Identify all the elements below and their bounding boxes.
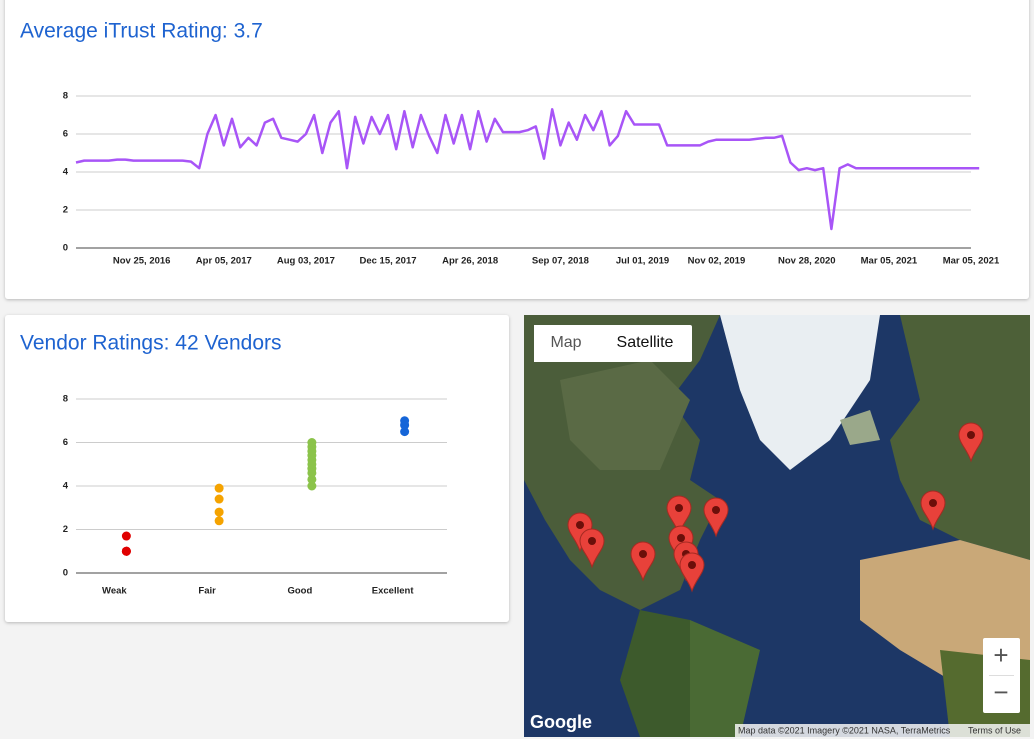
marker-pin[interactable]: [920, 490, 946, 531]
attribution-bar: [735, 724, 1030, 737]
vendor-point: [121, 546, 131, 556]
vendor-point: [400, 416, 410, 426]
marker-dot: [677, 534, 685, 542]
vendor-point: [121, 531, 131, 541]
marker-dot: [712, 506, 720, 514]
marker-dot: [576, 521, 584, 529]
canada: [560, 360, 690, 470]
marker-dot: [967, 431, 975, 439]
satellite-button-label[interactable]: Satellite: [617, 334, 674, 351]
zoom-in[interactable]: +: [993, 640, 1008, 670]
x-tick-label: Mar 05, 2021: [943, 256, 1000, 267]
y-tick-label: 6: [63, 129, 68, 140]
markers: [567, 422, 984, 593]
marker-dot: [688, 561, 696, 569]
y-tick-label: 2: [63, 205, 68, 216]
x-tick-label: Nov 02, 2019: [688, 256, 746, 267]
y-tick-label: 4: [63, 167, 69, 178]
x-tick-label: Excellent: [372, 586, 415, 597]
vendor-point: [214, 483, 224, 493]
map-button-label[interactable]: Map: [550, 334, 581, 351]
x-tick-label: Aug 03, 2017: [277, 256, 335, 267]
x-tick-label: Fair: [198, 586, 216, 597]
vendor-point: [307, 474, 317, 484]
south-america: [620, 610, 700, 737]
vendor-title: Vendor Ratings: 42 Vendors: [20, 332, 282, 355]
x-tick-label: Sep 07, 2018: [532, 256, 589, 267]
marker-dot: [639, 550, 647, 558]
x-tick-label: Apr 05, 2017: [196, 256, 252, 267]
y-tick-label: 8: [63, 91, 68, 102]
marker-pin[interactable]: [958, 422, 984, 463]
vendor-point: [214, 516, 224, 526]
south-america-east: [690, 620, 760, 737]
map[interactable]: Map Satellite + − Google Map data ©2021 …: [524, 315, 1030, 737]
map-button[interactable]: [534, 325, 599, 362]
vendor-point: [214, 507, 224, 517]
marker-dot: [929, 499, 937, 507]
y-tick-label: 6: [63, 437, 68, 448]
greenland: [720, 315, 880, 470]
vendor-point: [307, 438, 317, 447]
google-logo: Google: [530, 712, 592, 732]
y-tick-label: 0: [63, 568, 68, 579]
x-tick-label: Jul 01, 2019: [616, 256, 669, 267]
x-tick-label: Nov 25, 2016: [113, 256, 171, 267]
rating-title: Average iTrust Rating: 3.7: [20, 20, 263, 43]
marker-dot: [675, 504, 683, 512]
x-tick-label: Apr 26, 2018: [442, 256, 498, 267]
rating-card: [5, 0, 1029, 299]
x-tick-label: Nov 28, 2020: [778, 256, 836, 267]
vendor-point: [307, 481, 317, 491]
terms[interactable]: Terms of Use: [968, 725, 1021, 735]
rating-chart: 0 2 4 6 8 Nov 25, 2016 Apr 05, 2017 Aug 03, 201…: [63, 91, 1000, 267]
y-tick-label: 0: [63, 243, 68, 254]
attribution: Map data ©2021 Imagery ©2021 NASA, Terra…: [738, 725, 951, 735]
vendor-point: [400, 427, 410, 437]
rating-line: [75, 108, 980, 231]
marker-pin[interactable]: [666, 495, 692, 536]
marker-pin[interactable]: [679, 552, 705, 593]
marker-dot: [588, 537, 596, 545]
y-tick-label: 2: [63, 524, 68, 535]
zoom-out[interactable]: −: [993, 677, 1008, 707]
iceland: [840, 410, 880, 445]
marker-pin[interactable]: [703, 497, 729, 538]
marker-pin[interactable]: [579, 528, 605, 569]
vendor-chart: 0 2 4 6 8 Weak Fair Good Excellent: [63, 394, 447, 597]
x-tick-label: Weak: [102, 586, 127, 597]
x-tick-label: Mar 05, 2021: [861, 256, 918, 267]
vendor-card: [5, 315, 509, 622]
x-tick-label: Dec 15, 2017: [359, 256, 416, 267]
x-tick-label: Good: [287, 586, 312, 597]
vendor-point: [214, 494, 224, 504]
y-tick-label: 4: [63, 481, 69, 492]
marker-pin[interactable]: [630, 541, 656, 582]
y-tick-label: 8: [63, 394, 68, 405]
